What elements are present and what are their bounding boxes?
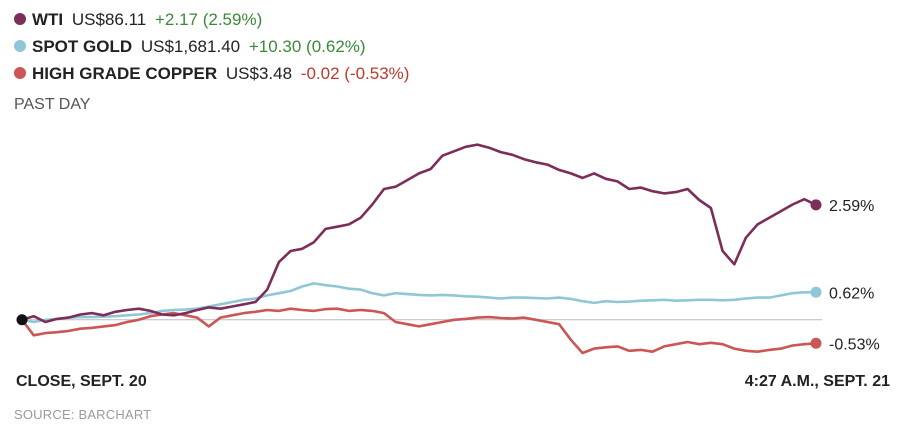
legend-row-wti: WTI US$86.11 +2.17 (2.59%) (14, 6, 409, 33)
x-end-label: 4:27 A.M., SEPT. 21 (744, 373, 890, 390)
legend-name-copper: HIGH GRADE COPPER (32, 64, 218, 83)
end-label-high-grade-copper: -0.53% (829, 336, 880, 353)
start-dot (16, 314, 28, 326)
legend-row-gold: SPOT GOLD US$1,681.40 +10.30 (0.62%) (14, 33, 409, 60)
legend-dot-copper (14, 66, 26, 79)
source-note: SOURCE: BARCHART (14, 407, 152, 422)
legend-dot-wti (14, 12, 26, 25)
end-dot-wti (810, 199, 822, 211)
x-start-label: CLOSE, SEPT. 20 (16, 373, 147, 390)
end-dot-high-grade-copper (810, 337, 822, 349)
series-line-high-grade-copper (20, 307, 817, 355)
legend-row-copper: HIGH GRADE COPPER US$3.48 -0.02 (-0.53%) (14, 60, 409, 87)
end-label-wti: 2.59% (829, 198, 874, 215)
legend-price-gold: US$1,681.40 (140, 37, 241, 56)
legend-change-copper: -0.02 (-0.53%) (300, 64, 410, 83)
end-label-spot-gold: 0.62% (829, 285, 874, 302)
series-line-spot-gold (21, 282, 816, 324)
legend-dot-gold (14, 39, 26, 52)
period-label: PAST DAY (14, 96, 91, 113)
legend-change-wti: +2.17 (2.59%) (154, 10, 263, 29)
legend: WTI US$86.11 +2.17 (2.59%) SPOT GOLD US$… (14, 6, 409, 87)
series-line-wti (21, 143, 817, 324)
legend-price-wti: US$86.11 (71, 10, 147, 29)
end-dot-spot-gold (810, 286, 822, 298)
legend-name-gold: SPOT GOLD (32, 37, 133, 56)
legend-name-wti: WTI (32, 10, 64, 29)
legend-change-gold: +10.30 (0.62%) (248, 37, 366, 56)
legend-price-copper: US$3.48 (225, 64, 293, 83)
